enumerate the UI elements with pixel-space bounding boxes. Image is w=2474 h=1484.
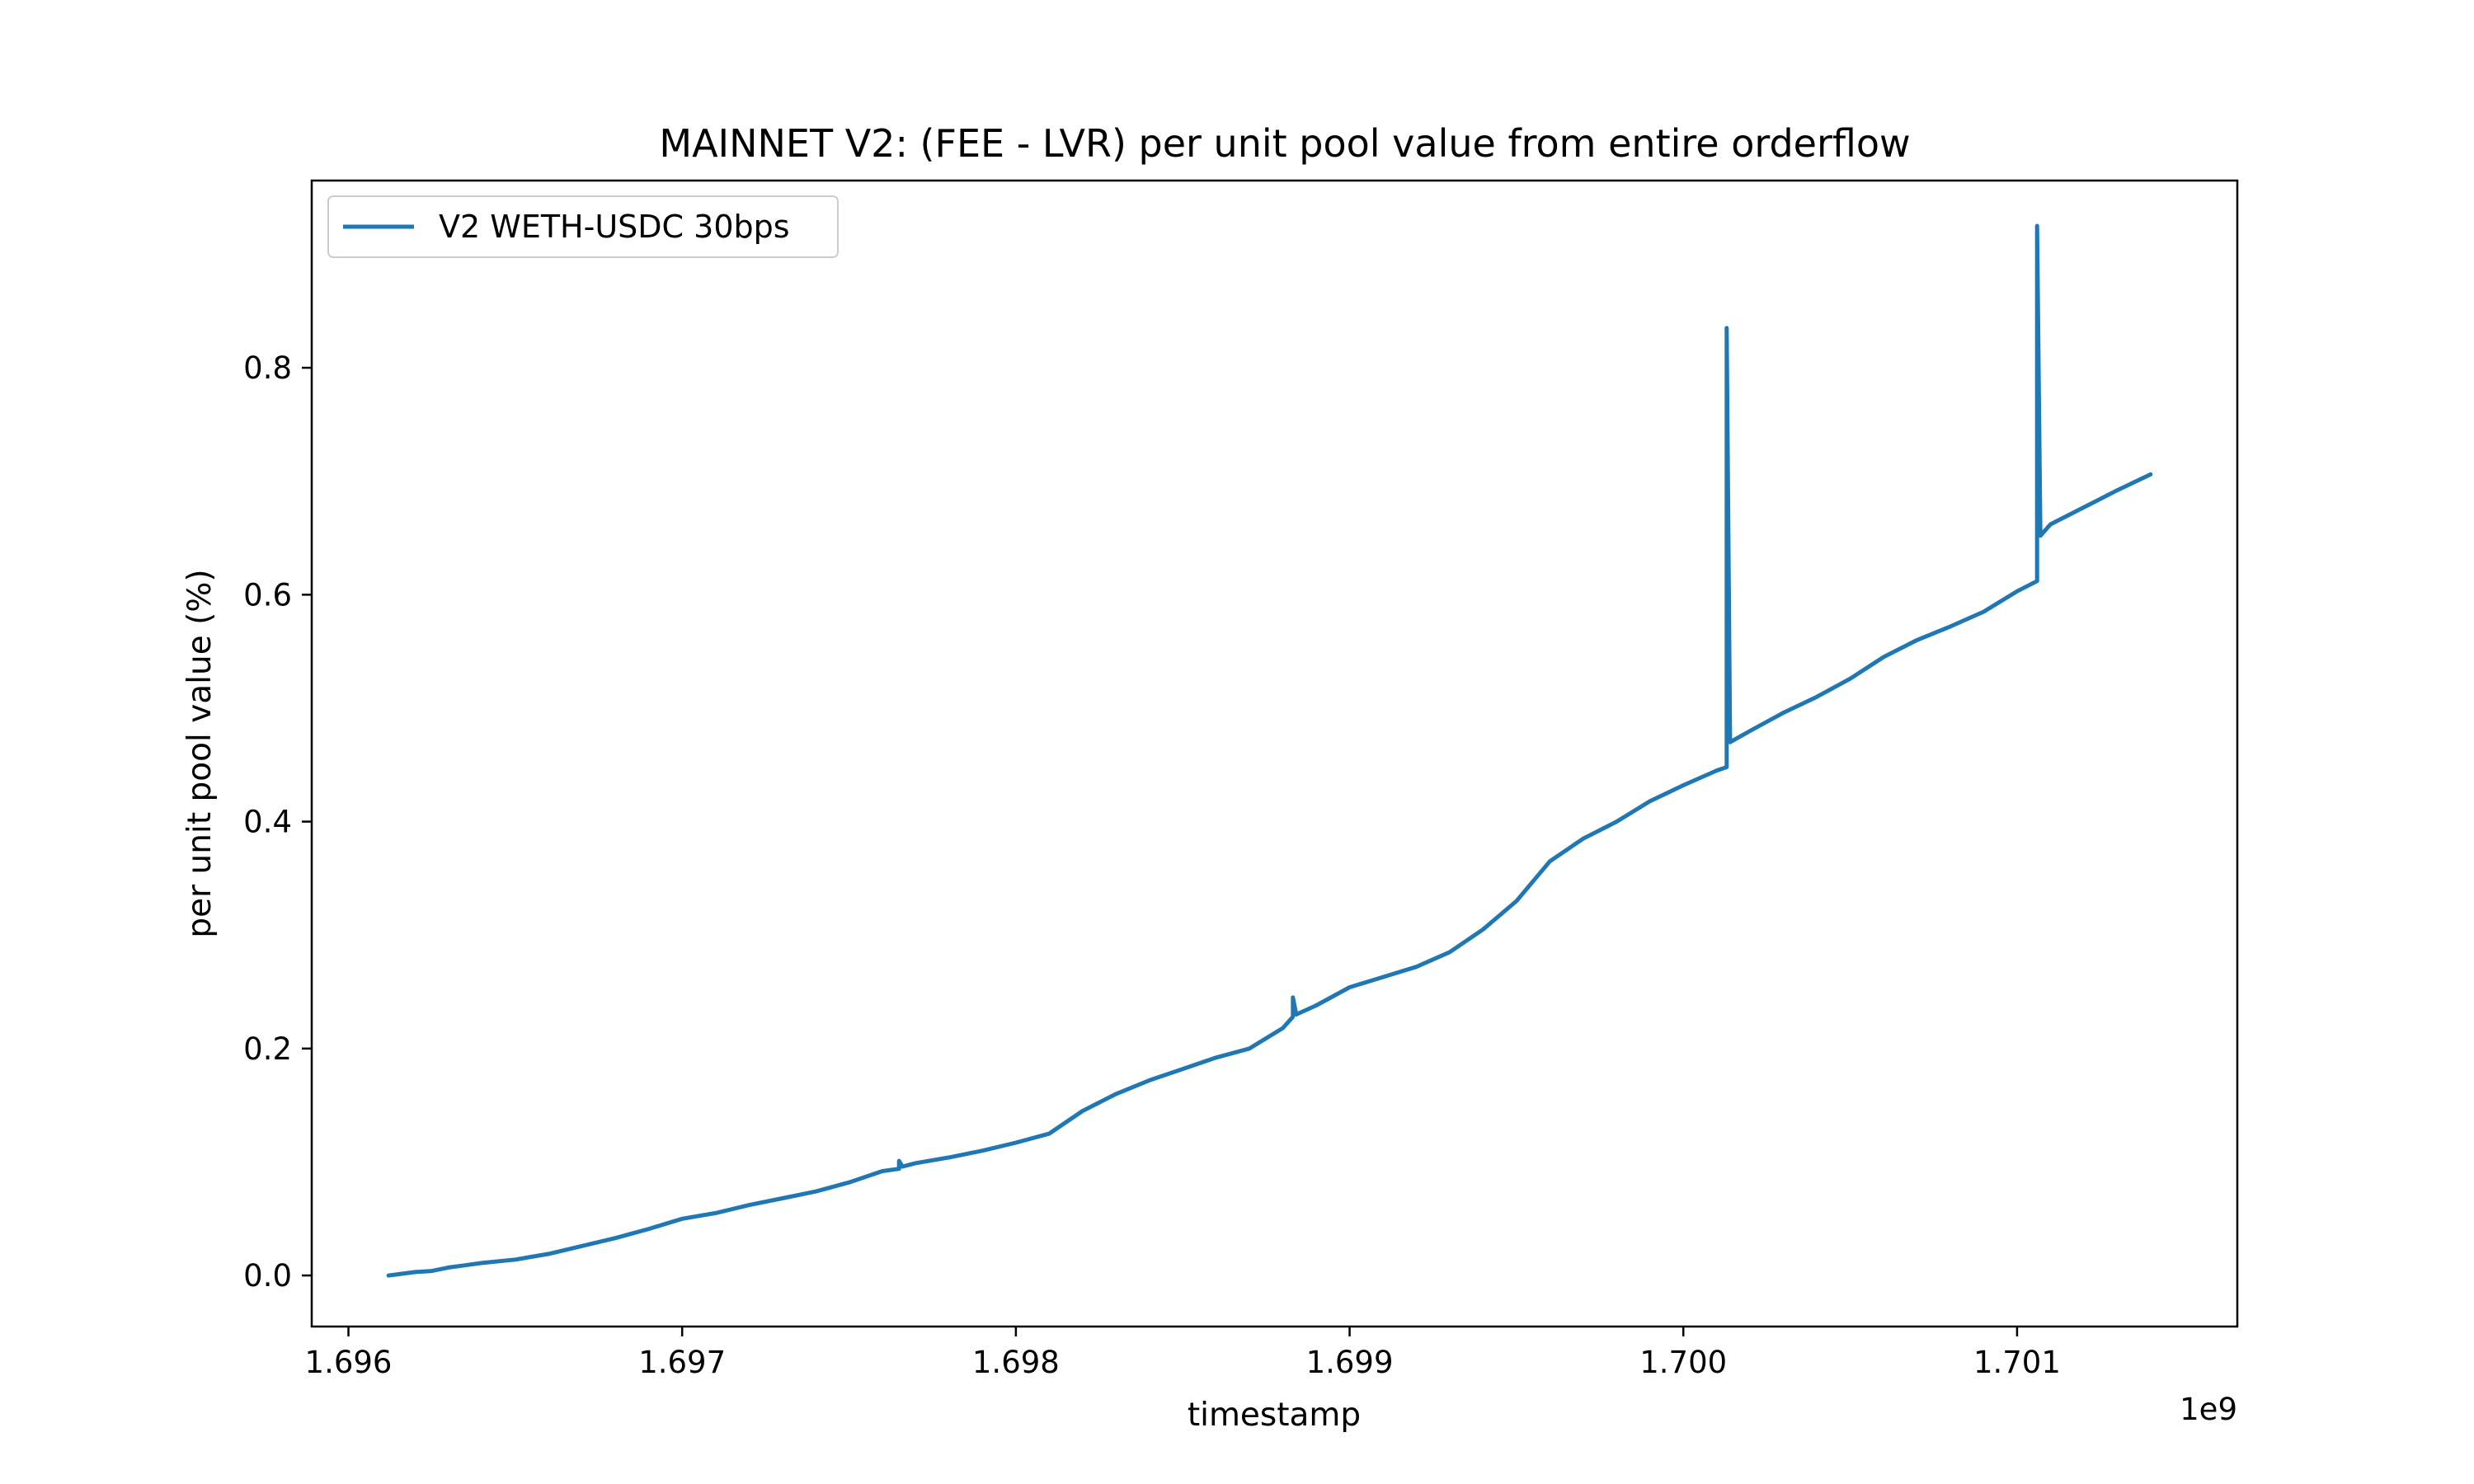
x-tick-label: 1.698	[972, 1345, 1060, 1380]
y-tick-label: 0.0	[243, 1258, 292, 1294]
x-tick-label: 1.700	[1639, 1345, 1727, 1380]
x-offset-label: 1e9	[2180, 1392, 2237, 1427]
y-tick-label: 0.6	[243, 577, 292, 613]
y-tick-label: 0.2	[243, 1031, 292, 1067]
x-tick-label: 1.701	[1973, 1345, 2061, 1380]
y-axis: 0.0 0.2 0.4 0.6 0.8	[243, 350, 312, 1294]
series-line-v2-weth-usdc	[386, 223, 2153, 1278]
legend-entry-label: V2 WETH-USDC 30bps	[439, 209, 790, 245]
x-axis-label: timestamp	[1188, 1397, 1361, 1434]
x-tick-label: 1.697	[638, 1345, 726, 1380]
y-axis-label: per unit pool value (%)	[181, 569, 219, 937]
legend: V2 WETH-USDC 30bps	[327, 195, 839, 258]
x-tick-label: 1.699	[1306, 1345, 1394, 1380]
y-tick-label: 0.8	[243, 350, 292, 386]
chart-title: MAINNET V2: (FEE - LVR) per unit pool va…	[659, 121, 1910, 166]
plot-frame	[310, 179, 2239, 1328]
legend-box	[327, 195, 839, 258]
plot-area	[310, 179, 2239, 1328]
x-tick-label: 1.696	[305, 1345, 393, 1380]
x-axis: 1.696 1.697 1.698 1.699 1.700 1.701	[305, 1327, 2061, 1380]
y-tick-label: 0.4	[243, 805, 292, 840]
